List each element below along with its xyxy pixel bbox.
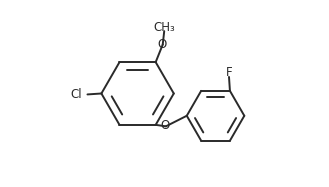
Text: O: O: [161, 119, 170, 132]
Text: Cl: Cl: [70, 88, 82, 101]
Text: CH₃: CH₃: [154, 21, 175, 34]
Text: F: F: [226, 66, 232, 79]
Text: O: O: [157, 38, 166, 51]
